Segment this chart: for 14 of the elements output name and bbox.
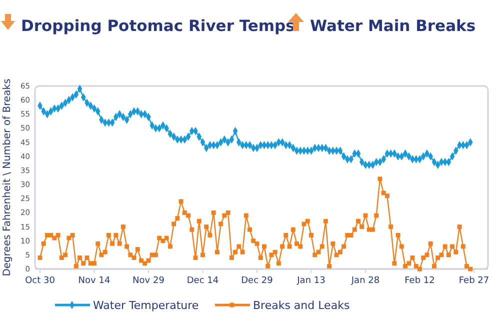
chart-subtitle: Water Main Breaks bbox=[310, 17, 476, 35]
y-axis-title: Degrees Fahrenheit \ Number of Breaks bbox=[2, 78, 13, 276]
x-tick-label: Feb 27 bbox=[458, 276, 490, 286]
x-tick-label: Dec 29 bbox=[241, 276, 274, 286]
chart-title: Dropping Potomac River Temps bbox=[21, 17, 295, 35]
x-tick-label: Jan 28 bbox=[350, 276, 380, 286]
x-tick-label: Feb 12 bbox=[404, 276, 435, 286]
x-tick-label: Nov 14 bbox=[78, 276, 110, 286]
x-tick-label: Oct 30 bbox=[25, 276, 56, 286]
x-tick-label: Dec 14 bbox=[186, 276, 219, 286]
legend-label: Water Temperature bbox=[93, 299, 199, 312]
legend-label: Breaks and Leaks bbox=[253, 299, 350, 312]
x-tick-label: Jan 13 bbox=[296, 276, 326, 286]
x-tick-label: Nov 29 bbox=[132, 276, 165, 286]
